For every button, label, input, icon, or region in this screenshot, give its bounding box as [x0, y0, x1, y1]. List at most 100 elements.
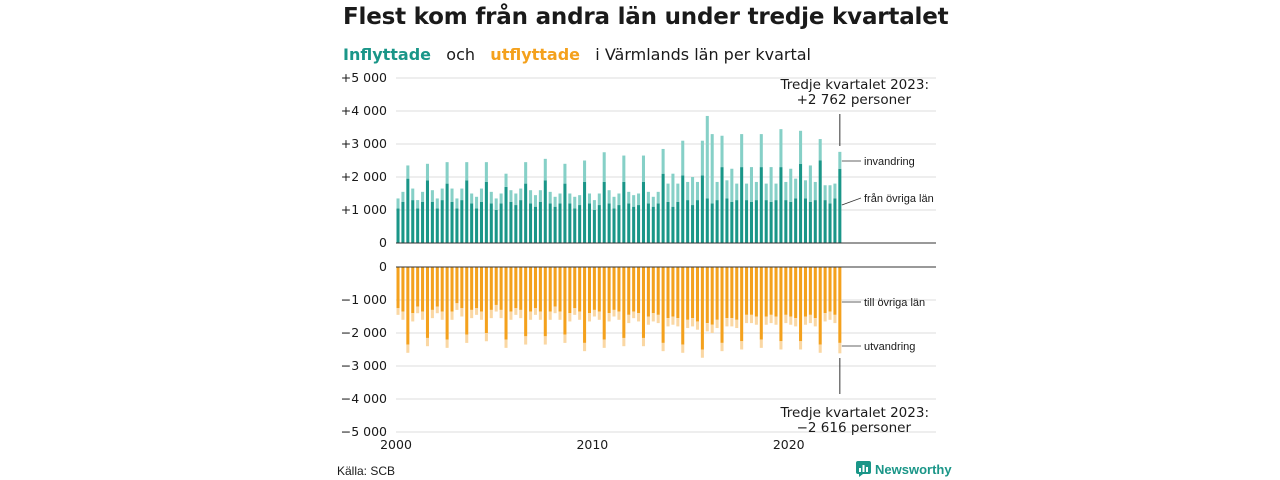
bar-invandring	[529, 190, 533, 204]
bar-till-ovriga-lan	[558, 267, 562, 312]
top-y-tick-label: 0	[379, 235, 387, 250]
bottom-y-tick-label: −2 000	[341, 325, 387, 340]
bar-invandring	[553, 196, 557, 207]
bar-utvandring	[587, 313, 591, 322]
chart-title: Flest kom från andra län under tredje kv…	[343, 4, 949, 30]
bar-invandring	[504, 173, 508, 187]
bar-utvandring	[759, 339, 763, 348]
bar-utvandring	[558, 311, 562, 320]
bar-utvandring	[735, 319, 739, 329]
bar-fran-ovriga-lan	[784, 200, 788, 243]
bar-invandring	[725, 180, 729, 199]
bar-till-ovriga-lan	[666, 267, 670, 319]
bar-utvandring	[745, 314, 749, 324]
bar-utvandring	[823, 313, 827, 322]
bar-invandring	[612, 196, 616, 209]
bar-fran-ovriga-lan	[818, 160, 822, 243]
bar-invandring	[509, 190, 513, 202]
bar-fran-ovriga-lan	[789, 201, 793, 243]
bar-fran-ovriga-lan	[450, 201, 454, 243]
newsworthy-logo-icon	[856, 461, 871, 477]
bar-till-ovriga-lan	[435, 267, 439, 307]
bar-invandring	[519, 188, 523, 201]
bar-utvandring	[612, 309, 616, 317]
bar-utvandring	[563, 334, 567, 343]
bar-utvandring	[764, 316, 768, 325]
bar-till-ovriga-lan	[803, 267, 807, 317]
bar-fran-ovriga-lan	[440, 200, 444, 243]
bar-invandring	[455, 198, 459, 209]
bar-fran-ovriga-lan	[828, 203, 832, 243]
bar-invandring	[681, 140, 685, 176]
bar-invandring	[823, 185, 827, 201]
bar-till-ovriga-lan	[583, 267, 587, 343]
bar-till-ovriga-lan	[533, 267, 537, 309]
top-annotation-line2: +2 762 personer	[797, 92, 912, 108]
bar-till-ovriga-lan	[622, 267, 626, 338]
bar-utvandring	[460, 308, 464, 317]
bar-utvandring	[656, 314, 660, 324]
bar-till-ovriga-lan	[396, 267, 400, 309]
bar-utvandring	[813, 318, 817, 327]
bar-till-ovriga-lan	[450, 267, 454, 312]
bar-invandring	[499, 193, 503, 204]
bar-till-ovriga-lan	[573, 267, 577, 309]
bar-fran-ovriga-lan	[651, 206, 655, 243]
bar-till-ovriga-lan	[504, 267, 508, 340]
bar-till-ovriga-lan	[691, 267, 695, 319]
bar-till-ovriga-lan	[460, 267, 464, 309]
bar-utvandring	[686, 319, 690, 329]
bar-utvandring	[641, 337, 645, 347]
bar-invandring	[524, 162, 528, 184]
label-utvandring: utvandring	[864, 341, 915, 353]
bar-fran-ovriga-lan	[514, 205, 518, 243]
bar-fran-ovriga-lan	[686, 200, 690, 243]
bar-fran-ovriga-lan	[740, 167, 744, 243]
bar-utvandring	[470, 309, 474, 319]
bar-utvandring	[489, 309, 493, 319]
bar-till-ovriga-lan	[509, 267, 513, 312]
bar-utvandring	[430, 309, 434, 319]
bar-invandring	[813, 181, 817, 201]
bar-utvandring	[406, 344, 410, 353]
bar-fran-ovriga-lan	[465, 180, 469, 243]
bar-invandring	[646, 191, 650, 204]
bar-fran-ovriga-lan	[563, 183, 567, 243]
bar-invandring	[573, 196, 577, 209]
bar-fran-ovriga-lan	[583, 181, 587, 243]
bar-fran-ovriga-lan	[538, 201, 542, 243]
bar-utvandring	[568, 313, 572, 322]
bar-utvandring	[666, 318, 670, 327]
bar-utvandring	[479, 311, 483, 320]
bar-till-ovriga-lan	[494, 267, 498, 305]
bar-utvandring	[789, 316, 793, 325]
bar-till-ovriga-lan	[578, 267, 582, 312]
bar-utvandring	[720, 342, 724, 352]
bar-fran-ovriga-lan	[627, 203, 631, 243]
bar-invandring	[406, 165, 410, 179]
bar-utvandring	[646, 316, 650, 325]
bar-invandring	[745, 183, 749, 201]
bottom-y-tick-label: −3 000	[341, 358, 387, 373]
bar-fran-ovriga-lan	[823, 200, 827, 243]
bar-utvandring	[749, 314, 753, 324]
newsworthy-logo: Newsworthy	[856, 461, 952, 477]
bar-invandring	[411, 188, 415, 201]
bar-till-ovriga-lan	[740, 267, 744, 342]
bar-till-ovriga-lan	[651, 267, 655, 314]
bar-fran-ovriga-lan	[700, 175, 704, 243]
bar-till-ovriga-lan	[401, 267, 405, 312]
bar-fran-ovriga-lan	[445, 183, 449, 243]
bar-till-ovriga-lan	[587, 267, 591, 314]
bar-utvandring	[691, 318, 695, 327]
bar-utvandring	[695, 321, 699, 330]
bar-till-ovriga-lan	[730, 267, 734, 319]
bar-utvandring	[740, 341, 744, 350]
bar-fran-ovriga-lan	[592, 210, 596, 243]
bar-utvandring	[475, 308, 479, 315]
bar-invandring	[445, 162, 449, 184]
bar-till-ovriga-lan	[475, 267, 479, 309]
bar-till-ovriga-lan	[646, 267, 650, 317]
x-tick-label: 2010	[576, 437, 608, 452]
